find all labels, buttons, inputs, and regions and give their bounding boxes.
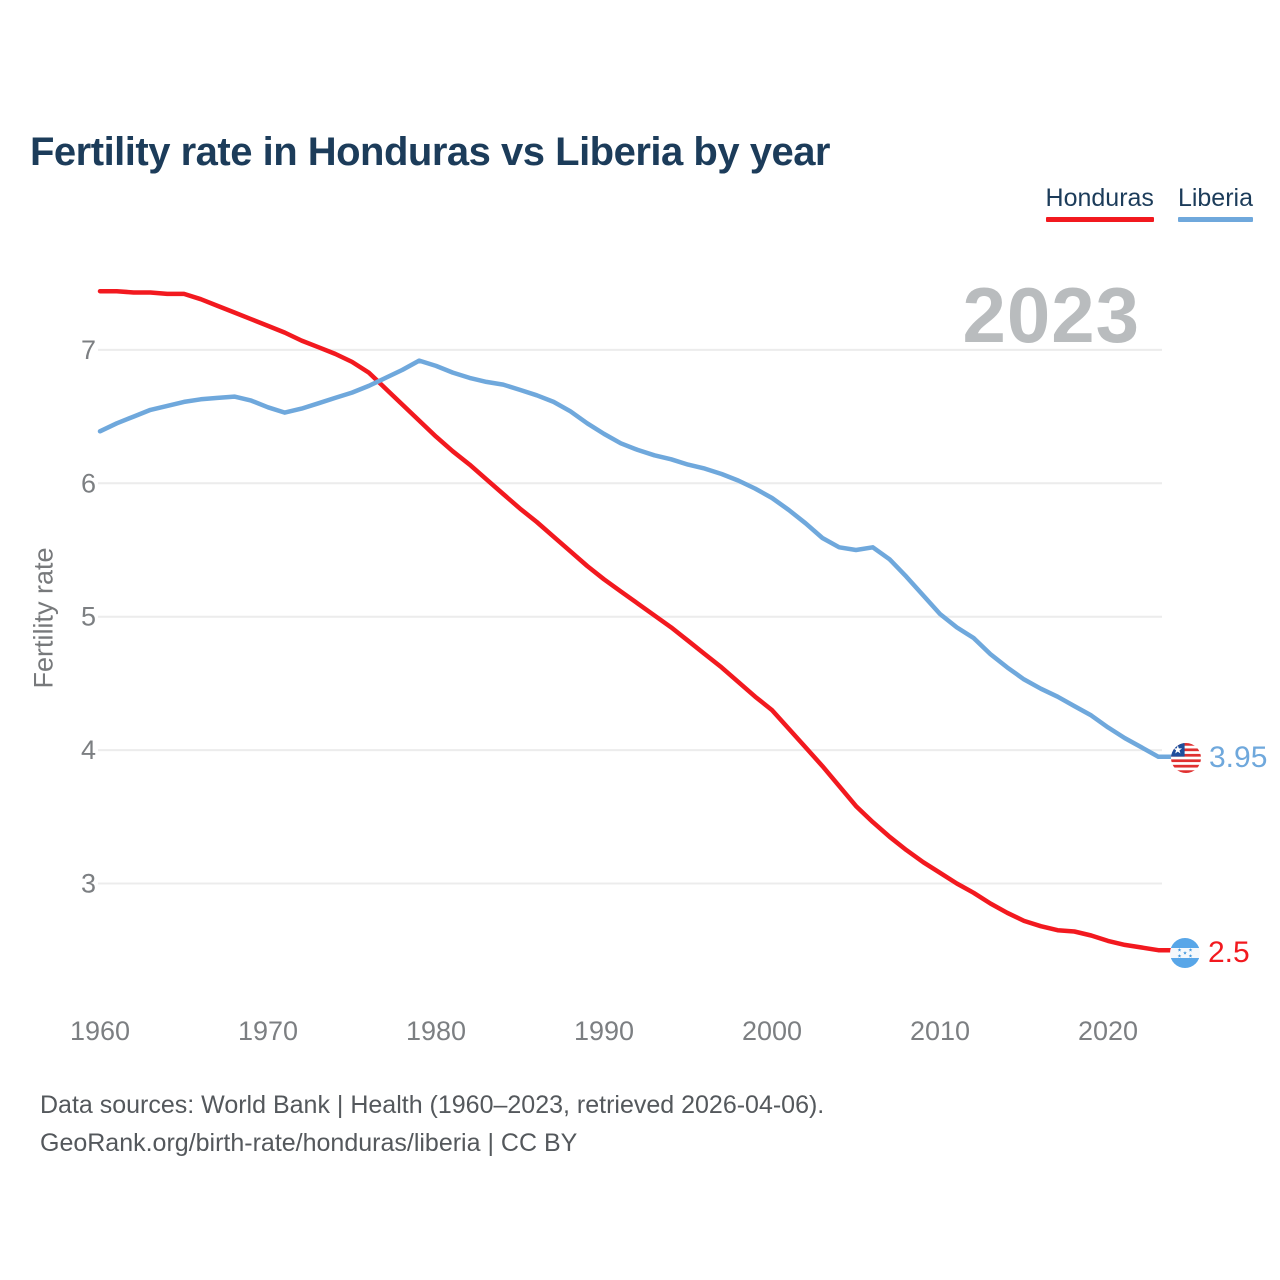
x-tick-label: 1970 xyxy=(238,1016,298,1046)
honduras-end-value: 2.5 xyxy=(1208,936,1250,969)
legend-item-honduras[interactable]: Honduras xyxy=(1045,184,1154,222)
x-tick-label: 1990 xyxy=(574,1016,634,1046)
series-line-liberia xyxy=(97,358,1174,760)
end-label-honduras: 2.5 xyxy=(1170,936,1250,970)
end-label-liberia: 3.95 xyxy=(1171,741,1267,775)
x-tick-label: 1960 xyxy=(70,1016,130,1046)
liberia-flag-icon xyxy=(1171,743,1201,773)
page-title: Fertility rate in Honduras vs Liberia by… xyxy=(30,129,831,174)
x-tick-label: 1980 xyxy=(406,1016,466,1046)
legend-label-liberia: Liberia xyxy=(1177,184,1253,212)
liberia-end-value: 3.95 xyxy=(1209,741,1268,774)
legend: Honduras Liberia xyxy=(1045,184,1253,222)
y-tick-label: 4 xyxy=(81,735,96,765)
y-tick-label: 7 xyxy=(81,335,96,365)
x-tick-label: 2010 xyxy=(910,1016,970,1046)
honduras-flag-icon xyxy=(1170,938,1200,968)
y-tick-label: 3 xyxy=(81,869,96,899)
year-watermark: 2023 xyxy=(962,271,1140,359)
y-tick-label: 5 xyxy=(81,602,96,632)
y-axis-title: Fertility rate xyxy=(28,547,59,689)
x-tick-label: 2000 xyxy=(742,1016,802,1046)
legend-label-honduras: Honduras xyxy=(1045,184,1154,212)
chart-footer: Data sources: World Bank | Health (1960–… xyxy=(40,1086,824,1162)
x-tick-label: 2020 xyxy=(1078,1016,1138,1046)
legend-swatch-liberia xyxy=(1177,217,1253,222)
footer-sources: Data sources: World Bank | Health (1960–… xyxy=(40,1091,825,1119)
series-line-honduras xyxy=(97,288,1174,953)
footer-attribution: GeoRank.org/birth-rate/honduras/liberia … xyxy=(40,1129,578,1157)
y-tick-label: 6 xyxy=(81,468,96,498)
legend-item-liberia[interactable]: Liberia xyxy=(1177,184,1253,222)
legend-swatch-honduras xyxy=(1045,217,1154,222)
